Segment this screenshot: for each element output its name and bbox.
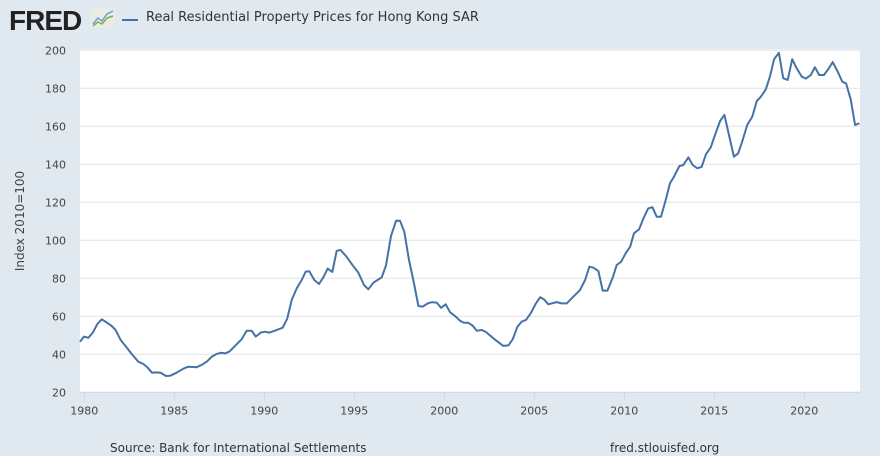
y-tick-label: 40: [52, 348, 66, 361]
x-tick-label: 2000: [430, 404, 458, 417]
x-tick-label: 1990: [250, 404, 278, 417]
x-tick-label: 1980: [70, 404, 98, 417]
plot-area: [80, 49, 860, 393]
x-tick-label: 1995: [340, 404, 368, 417]
y-tick-label: 20: [52, 386, 66, 399]
y-tick-label: 160: [45, 120, 66, 133]
x-tick-label: 2005: [520, 404, 548, 417]
y-tick-label: 80: [52, 272, 66, 285]
series-line: [79, 51, 860, 377]
chart-logo-icon: [91, 8, 115, 28]
x-tick-label: 2015: [700, 404, 728, 417]
y-tick-label: 60: [52, 310, 66, 323]
y-tick-label: 120: [45, 196, 66, 209]
y-tick-label: 180: [45, 82, 66, 95]
y-tick-label: 200: [45, 44, 66, 57]
fred-logo[interactable]: FRED: [9, 5, 82, 36]
x-tick-label: 1985: [160, 404, 188, 417]
chart-title: Real Residential Property Prices for Hon…: [146, 10, 479, 25]
y-tick-label: 140: [45, 158, 66, 171]
legend-series-swatch: [122, 19, 138, 21]
y-tick-label: 100: [45, 234, 66, 247]
x-tick-label: 2010: [610, 404, 638, 417]
source-note: Source: Bank for International Settlemen…: [110, 441, 367, 455]
x-tick-label: 2020: [790, 404, 818, 417]
site-link[interactable]: fred.stlouisfed.org: [610, 441, 720, 455]
